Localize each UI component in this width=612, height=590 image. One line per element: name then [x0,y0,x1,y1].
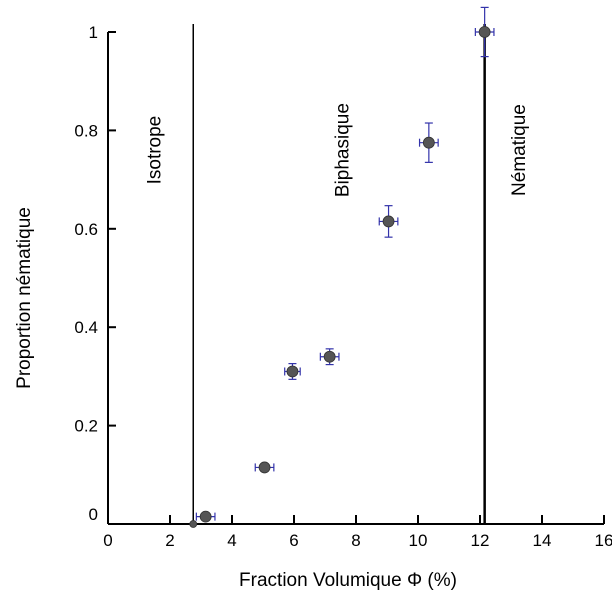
phase-boundaries [192,24,486,524]
tick-labels: 0 2 4 6 8 10 12 14 16 0 0.2 0.4 0.6 0.8 1 [74,23,612,550]
y-tick-label: 0.8 [74,121,98,140]
data-points [189,26,491,528]
x-axis-title: Fraction Volumique Φ (%) [239,570,457,590]
x-tick-label: 16 [595,531,612,550]
x-tick-label: 12 [471,531,490,550]
x-tick-label: 0 [103,531,112,550]
data-point [286,365,299,378]
x-tick-label: 8 [351,531,360,550]
x-tick-label: 2 [165,531,174,550]
data-point [323,350,336,363]
y-tick-label: 0 [89,505,98,524]
data-point [478,26,491,38]
region-label: Biphasique [332,103,353,197]
x-tick-label: 4 [227,531,236,550]
region-label: Isotrope [145,116,166,185]
data-point [382,215,395,228]
data-point [189,520,198,528]
data-point [422,136,435,149]
region-labels: Isotrope Biphasique Nématique [145,103,530,197]
data-point [258,461,271,474]
x-tick-label: 6 [289,531,298,550]
y-tick-label: 1 [89,23,98,42]
error-bars [195,6,495,521]
y-tick-label: 0.2 [74,417,98,436]
y-tick-label: 0.4 [74,318,98,337]
y-tick-label: 0.6 [74,220,98,239]
data-point [199,510,212,523]
x-tick-label: 10 [409,531,428,550]
x-tick-label: 14 [533,531,552,550]
region-label: Nématique [509,104,530,196]
y-axis-title: Proportion nématique [14,207,35,389]
